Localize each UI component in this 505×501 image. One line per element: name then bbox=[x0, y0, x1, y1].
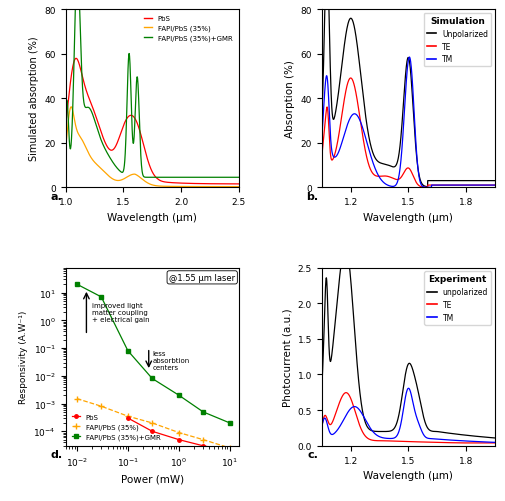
Text: a.: a. bbox=[50, 191, 62, 201]
Legend: PbS, FAPI/PbS (35%), FAPI/PbS (35%)+GMR: PbS, FAPI/PbS (35%), FAPI/PbS (35%)+GMR bbox=[141, 14, 235, 45]
Text: c.: c. bbox=[308, 449, 318, 459]
X-axis label: Wavelength (μm): Wavelength (μm) bbox=[107, 212, 197, 222]
Text: b.: b. bbox=[306, 191, 318, 201]
Y-axis label: Simulated absorption (%): Simulated absorption (%) bbox=[29, 37, 39, 161]
Legend: unpolarized, TE, TM: unpolarized, TE, TM bbox=[424, 272, 491, 325]
Y-axis label: Responsivity (A.W⁻¹): Responsivity (A.W⁻¹) bbox=[19, 310, 28, 403]
Text: less
absorbtion
centers: less absorbtion centers bbox=[152, 351, 189, 370]
Text: @1.55 μm laser: @1.55 μm laser bbox=[169, 274, 235, 282]
Legend: Unpolarized, TE, TM: Unpolarized, TE, TM bbox=[424, 14, 491, 67]
X-axis label: Wavelength (μm): Wavelength (μm) bbox=[364, 470, 453, 480]
Y-axis label: Absorption (%): Absorption (%) bbox=[285, 60, 295, 138]
Text: d.: d. bbox=[50, 449, 62, 459]
Text: improved light
matter coupling
+ electrical gain: improved light matter coupling + electri… bbox=[91, 303, 149, 323]
Legend: PbS, FAPI/PbS (35%), FAPI/PbS (35%)+GMR: PbS, FAPI/PbS (35%), FAPI/PbS (35%)+GMR bbox=[69, 411, 163, 442]
X-axis label: Wavelength (μm): Wavelength (μm) bbox=[364, 212, 453, 222]
X-axis label: Power (mW): Power (mW) bbox=[121, 473, 184, 483]
Y-axis label: Photocurrent (a.u.): Photocurrent (a.u.) bbox=[282, 308, 292, 406]
